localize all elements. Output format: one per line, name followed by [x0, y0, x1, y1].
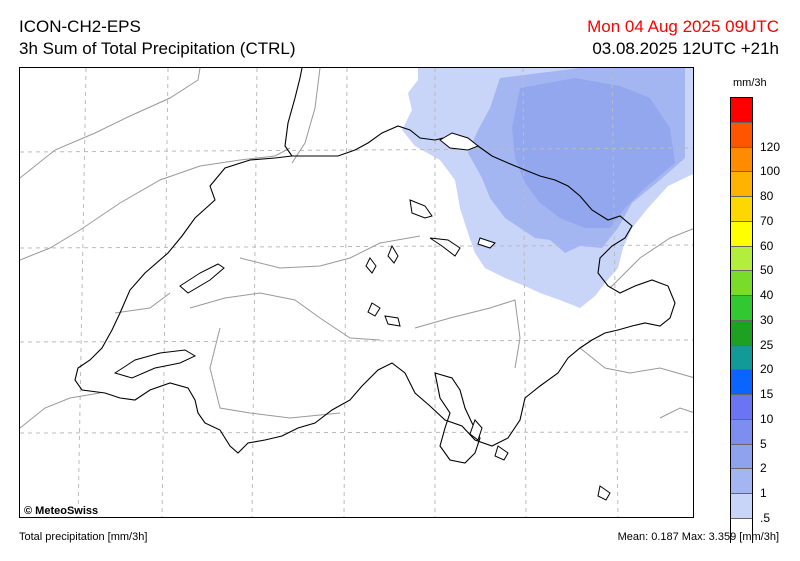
legend-label: 20	[760, 362, 774, 377]
legend-unit: mm/3h	[733, 77, 767, 89]
legend-swatch	[731, 320, 752, 346]
legend-label: 70	[760, 213, 774, 228]
map-copyright: © MeteoSwiss	[24, 505, 98, 517]
model-name: ICON-CH2-EPS	[19, 17, 141, 36]
legend-swatch	[731, 172, 752, 197]
legend-label: 50	[760, 263, 774, 278]
valid-time: Mon 04 Aug 2025 09UTC	[587, 17, 779, 36]
legend-label: 10	[760, 411, 774, 426]
legend-label: 40	[760, 288, 774, 302]
national-border	[74, 68, 676, 464]
time-block: Mon 04 Aug 2025 09UTC 03.08.2025 12UTC +…	[587, 16, 779, 60]
lakes	[113, 132, 611, 501]
legend-colorbar	[730, 97, 753, 544]
legend-label: 120	[760, 139, 781, 154]
legend-swatch	[731, 221, 752, 247]
legend-label: 1	[760, 486, 767, 500]
variable-label: Total precipitation [mm/3h]	[19, 531, 148, 543]
legend-swatch	[731, 444, 752, 470]
legend-label: 60	[760, 238, 774, 253]
legend-label: 80	[760, 189, 774, 203]
legend-swatch	[731, 197, 752, 222]
regional-borders	[20, 68, 693, 429]
legend-swatch	[731, 98, 752, 123]
legend-swatch	[731, 370, 752, 395]
precipitation-map: © MeteoSwiss	[19, 67, 694, 518]
legend-swatch	[731, 122, 752, 148]
legend-swatch	[731, 246, 752, 272]
legend-swatch	[731, 469, 752, 494]
legend-swatch	[731, 147, 752, 173]
legend-swatch	[731, 271, 752, 296]
legend-swatch	[731, 419, 752, 445]
copyright-text: © MeteoSwiss	[24, 505, 98, 517]
statistics-label: Mean: 0.187 Max: 3.359 [mm/3h]	[617, 531, 779, 543]
legend-label: 30	[760, 312, 774, 327]
title-block: ICON-CH2-EPS 3h Sum of Total Precipitati…	[19, 16, 296, 60]
legend-label: 100	[760, 164, 781, 179]
legend-swatch	[731, 518, 752, 544]
run-time: 03.08.2025 12UTC +21h	[592, 39, 779, 58]
legend-label: 15	[760, 387, 774, 401]
map-canvas: © MeteoSwiss	[20, 68, 693, 517]
legend-label: 25	[760, 337, 774, 352]
legend-swatch	[731, 296, 752, 321]
legend-label: 5	[760, 436, 767, 451]
legend-swatch	[731, 395, 752, 420]
lat-lon-grid	[20, 68, 693, 517]
legend-swatch	[731, 345, 752, 371]
legend-swatch	[731, 494, 752, 519]
product-name: 3h Sum of Total Precipitation (CTRL)	[19, 39, 296, 58]
legend-label: .5	[760, 510, 771, 525]
legend-label: 2	[760, 461, 767, 476]
precipitation-field	[402, 68, 693, 308]
